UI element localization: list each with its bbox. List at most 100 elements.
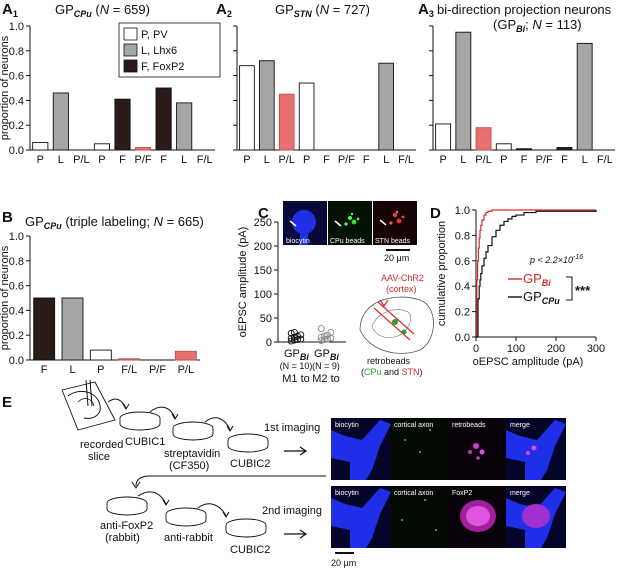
chart-b: 0.0 0.2 0.4 0.6 0.8 1.0 proportion of neurons F… bbox=[0, 231, 200, 376]
y-tick-label: 0.6 bbox=[455, 256, 470, 268]
x-tick-label: P/F bbox=[536, 154, 553, 166]
x-tick-label: P bbox=[500, 154, 507, 166]
chart-a3: P L P/L P F P/F F L F/L bbox=[429, 25, 615, 166]
x-tick-label: P bbox=[97, 364, 104, 376]
x-tick-label: L bbox=[460, 154, 466, 166]
bar bbox=[576, 42, 593, 151]
e-step-cubic2a: CUBIC2 bbox=[230, 458, 270, 470]
legend-label-f: F, FoxP2 bbox=[141, 61, 184, 73]
chart-a1: 0.0 0.2 0.4 0.6 0.8 1.0 proportion of neurons P… bbox=[0, 21, 215, 166]
series-line bbox=[476, 210, 597, 338]
y-tick-label: 100 bbox=[254, 289, 272, 301]
y-axis-label: proportion of neurons bbox=[0, 245, 11, 350]
bar bbox=[89, 349, 112, 361]
e-step-cubic2b: CUBIC2 bbox=[230, 544, 270, 556]
y-tick-label: 0.4 bbox=[9, 305, 24, 317]
x-tick-label: F/L bbox=[197, 154, 213, 166]
panel-letter-a2: A2 bbox=[216, 1, 232, 19]
panel-e-images: biocytin cortical axon retrobeads merge … bbox=[331, 418, 566, 568]
legend-swatch-l bbox=[123, 43, 138, 57]
bar bbox=[455, 31, 472, 151]
y-axis-label: proportion of neurons bbox=[0, 35, 11, 140]
chart-title-a3-2: (GPBi; N = 113) bbox=[493, 17, 582, 34]
scatter-point bbox=[287, 329, 295, 337]
x-tick-label: P/L bbox=[178, 364, 195, 376]
x-tick-label: P bbox=[303, 154, 310, 166]
x-tick-label: F bbox=[363, 154, 370, 166]
y-tick-label: 0.8 bbox=[9, 256, 24, 268]
x-tick-label: F bbox=[41, 364, 48, 376]
legend-label-bi-sub: Bi bbox=[542, 278, 551, 288]
group-label-sub: Bi bbox=[330, 352, 339, 362]
x-tick-label: P bbox=[439, 154, 446, 166]
c-image-label-stn: STN beads bbox=[375, 238, 411, 245]
y-tick-label: 0.8 bbox=[9, 46, 24, 58]
panel-letter-a1: A1 bbox=[2, 1, 18, 19]
group-label: GPBi bbox=[314, 348, 339, 362]
legend-label-p: P, PV bbox=[141, 29, 168, 41]
legend-swatch-p bbox=[123, 27, 138, 41]
scatter-point bbox=[317, 333, 325, 341]
e-step-cubic1: CUBIC1 bbox=[125, 436, 165, 448]
y-tick-label: 0.6 bbox=[9, 71, 24, 83]
bar bbox=[176, 102, 193, 151]
panel-e-protocol: recorded slice CUBIC1 streptavidin (CF35… bbox=[61, 379, 326, 556]
legend-label-l: L, Lhx6 bbox=[141, 45, 177, 57]
significance-stars: *** bbox=[575, 283, 591, 298]
panel-letter-c: C bbox=[258, 205, 269, 222]
bar bbox=[33, 297, 56, 361]
bar bbox=[114, 98, 131, 151]
e-scale-label: 20 μm bbox=[331, 558, 356, 568]
legend-label-cpu-sub: CPu bbox=[542, 296, 561, 306]
x-tick-label: P/L bbox=[73, 154, 90, 166]
bar bbox=[516, 148, 532, 151]
panel-letter-a3: A3 bbox=[418, 1, 434, 19]
group-n: (N = 9) bbox=[312, 361, 340, 371]
chart-title-a2: GPSTN (N = 727) bbox=[275, 2, 370, 19]
bar bbox=[259, 60, 275, 151]
x-tick-label: F bbox=[119, 154, 126, 166]
bar bbox=[475, 127, 492, 151]
bar bbox=[32, 142, 49, 151]
y-axis-label: oEPSC amplitude (pA) bbox=[237, 227, 249, 338]
bar bbox=[174, 350, 197, 361]
bar bbox=[93, 143, 111, 151]
bar bbox=[298, 82, 315, 151]
bar bbox=[155, 87, 172, 151]
c-retro-label: retrobeads bbox=[367, 356, 411, 366]
x-tick-label: F/L bbox=[597, 154, 613, 166]
y-tick-label: 1.0 bbox=[455, 205, 470, 217]
c-cortex-label: (cortex) bbox=[386, 284, 417, 294]
y-tick-label: 0.8 bbox=[455, 230, 470, 242]
c-image-label-biocytin: biocytin bbox=[286, 238, 310, 245]
significance-bracket bbox=[566, 276, 573, 301]
x-tick-label: P/L bbox=[278, 154, 295, 166]
panel-letter-e: E bbox=[2, 394, 12, 411]
x-tick-label: L bbox=[58, 154, 64, 166]
c-scale-label: 20 μm bbox=[384, 253, 409, 263]
bar bbox=[61, 297, 84, 361]
legend-swatch-f bbox=[123, 59, 138, 73]
x-tick-label: L bbox=[582, 154, 588, 166]
e-r2-label-0: biocytin bbox=[335, 490, 359, 497]
y-tick-label: 0.6 bbox=[9, 281, 24, 293]
bar bbox=[556, 147, 573, 151]
y-tick-label: 1.0 bbox=[9, 231, 24, 243]
x-tick-label: P bbox=[98, 154, 105, 166]
x-tick-label: L bbox=[264, 154, 270, 166]
y-tick-label: 0.0 bbox=[455, 332, 470, 344]
panel-c-images: biocytin CPu beads STN beads 20 μm bbox=[283, 201, 417, 263]
panel-letter-b: B bbox=[2, 209, 13, 226]
x-tick-label: F bbox=[561, 154, 568, 166]
x-tick-label: F bbox=[521, 154, 528, 166]
panel-letter-d: D bbox=[430, 205, 441, 222]
x-axis-label: oEPSC amplitude (pA) bbox=[473, 356, 584, 368]
y-tick-label: 200 bbox=[254, 241, 272, 253]
e-r1-label-2: retrobeads bbox=[452, 422, 486, 429]
y-tick-label: 1.0 bbox=[9, 21, 24, 33]
e-imaging1: 1st imaging bbox=[264, 422, 320, 434]
c-image-label-cpu: CPu beads bbox=[330, 238, 365, 245]
y-tick-label: 0.2 bbox=[455, 307, 470, 319]
chart-a2: P L P/L P F P/F F L F/L bbox=[233, 25, 416, 166]
p-value: p < 2.2×10-16 bbox=[529, 254, 583, 265]
